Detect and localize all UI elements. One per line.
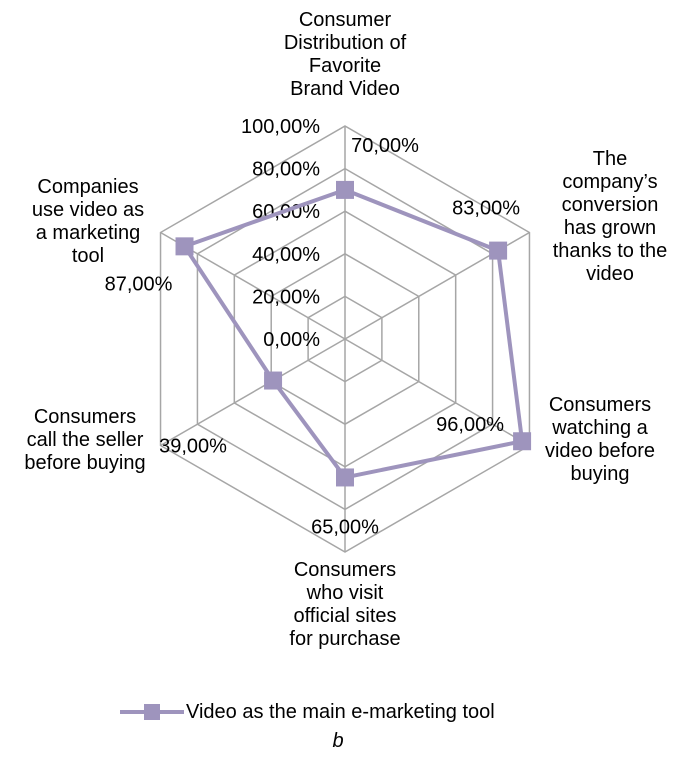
category-label: The company’s conversion has grown thanks to… <box>552 148 668 285</box>
series-point-marker <box>513 432 532 451</box>
radial-tick-label: 100,00% <box>241 116 320 138</box>
series-layer <box>175 180 532 487</box>
category-label: Consumers who visit official sites for purc… <box>289 559 401 650</box>
radial-tick-labels: 0,00%20,00%40,00%60,00%80,00%100,00% <box>241 116 320 351</box>
category-label: Companies use video as a marketing tool <box>31 176 145 267</box>
data-value-label: 83,00% <box>452 198 520 220</box>
data-value-label: 96,00% <box>436 414 504 436</box>
legend-swatch-icon <box>120 702 184 722</box>
radial-tick-label: 0,00% <box>263 329 320 351</box>
grid-spoke <box>344 338 530 447</box>
value-labels: 70,00% 83,00% 96,00% 65,00% 39,00% 87,00% <box>105 135 521 539</box>
data-value-label: 65,00% <box>311 516 379 538</box>
grid-spoke <box>160 338 346 447</box>
radial-tick-label: 40,00% <box>252 244 320 266</box>
legend-label: Video as the main e-marketing tool <box>186 700 495 723</box>
legend: Video as the main e-marketing tool <box>120 698 495 726</box>
category-label: Consumers call the seller before buying <box>24 406 146 474</box>
data-value-label: 87,00% <box>105 273 173 295</box>
category-label: Consumers watching a video before buying <box>544 394 656 485</box>
radial-tick-label: 20,00% <box>252 286 320 308</box>
radial-tick-label: 80,00% <box>252 159 320 181</box>
series-point-marker <box>489 241 508 260</box>
series-point-marker <box>336 180 354 199</box>
series-point-marker <box>175 237 194 256</box>
data-value-label: 70,00% <box>351 135 419 157</box>
series-point-marker <box>264 371 283 390</box>
category-label: Consumer Distribution of Favorite Brand Vid… <box>283 9 407 100</box>
data-value-label: 39,00% <box>159 436 227 458</box>
figure-caption: b <box>332 730 344 752</box>
series-point-marker <box>336 468 354 487</box>
